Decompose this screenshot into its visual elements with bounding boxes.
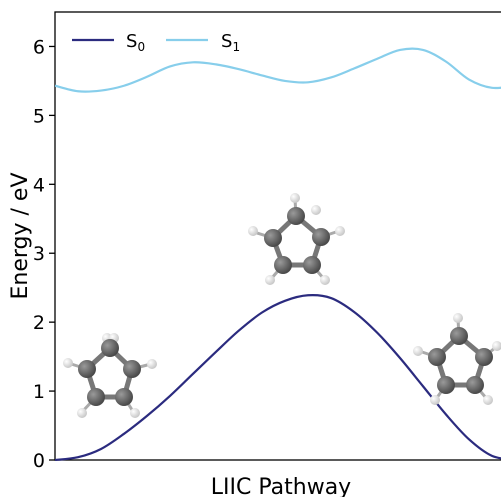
y-tick-label: 2	[33, 312, 45, 334]
legend: S0 S1	[72, 31, 240, 54]
y-axis-title: Energy / eV	[8, 172, 33, 299]
molecule-product-image	[413, 313, 501, 405]
legend-label-s1: S1	[221, 31, 240, 54]
series-line-s0	[55, 294, 501, 461]
y-tick-label: 5	[33, 105, 45, 127]
y-tick-label: 0	[33, 450, 45, 472]
y-tick-label: 4	[33, 174, 45, 196]
y-tick-label: 3	[33, 243, 45, 265]
molecule-transition-image	[248, 193, 345, 285]
x-axis-title: LIIC Pathway	[211, 475, 351, 497]
molecule-reactant-image	[63, 333, 157, 418]
legend-label-s0: S0	[126, 31, 145, 54]
y-tick-label: 6	[33, 36, 45, 58]
plot-frame	[54, 11, 501, 461]
series-lines	[55, 47, 501, 461]
series-line-s1	[55, 47, 501, 93]
y-tick-label: 1	[33, 381, 45, 403]
y-axis: 0 1 2 3 4 5 6	[33, 36, 55, 472]
